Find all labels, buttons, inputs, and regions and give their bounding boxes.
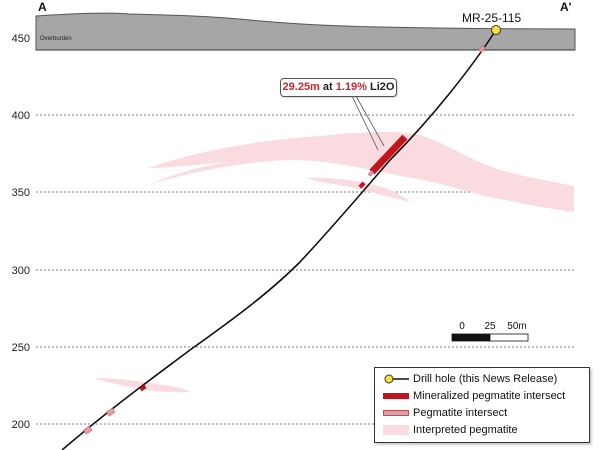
interpreted-pegmatite-thin [306, 177, 410, 202]
legend-label: Interpreted pegmatite [413, 424, 518, 436]
scale-bar-white-segment [489, 333, 529, 342]
intercept-callout: 29.25m at 1.19% Li2O [280, 78, 397, 97]
y-tick-label-400: 400 [12, 110, 30, 122]
legend: Drill hole (this News Release) Mineraliz… [374, 367, 590, 443]
legend-label: Drill hole (this News Release) [413, 373, 558, 385]
y-tick-label-200: 200 [12, 419, 30, 431]
pegmatite-intersect-collar [478, 45, 486, 53]
pegmatite-intersect-near-mineralized [367, 170, 375, 177]
section-end-right-label: A' [560, 0, 572, 14]
drill-hole-collar-icon [384, 374, 409, 384]
pegmatite-intersect-lower-2 [83, 425, 93, 435]
legend-item-drill-hole: Drill hole (this News Release) [375, 371, 589, 387]
y-tick-label-250: 250 [12, 342, 30, 354]
intercept-element: Li2O [370, 81, 395, 93]
interpreted-pegmatite-upper [148, 132, 574, 212]
section-end-left-label: A [38, 0, 47, 14]
intercept-at-word: at [322, 81, 333, 93]
y-tick-label-350: 350 [12, 187, 30, 199]
interpreted-pegmatite-bodies [95, 132, 574, 393]
y-tick-label-450: 450 [12, 33, 30, 45]
scale-bar: 0 25 50m [451, 321, 529, 342]
pegmatite-intersects [83, 45, 486, 435]
scale-bar-black-segment [451, 333, 491, 342]
scale-bar-label-0: 0 [459, 321, 465, 332]
pegmatite-bar-icon [383, 410, 409, 416]
interpreted-fill-icon [383, 425, 409, 435]
drill-hole-trace [61, 29, 497, 450]
overburden-layer [35, 12, 576, 51]
pegmatite-intersect-lower-1 [106, 407, 116, 417]
intercept-length: 29.25m [282, 81, 320, 93]
drill-hole-collar-icon [491, 25, 501, 35]
mineralized-bar-icon [383, 393, 409, 399]
pegmatite-intersect-mid [358, 181, 366, 189]
y-tick-label-300: 300 [12, 265, 30, 277]
scale-bar-label-50: 50m [507, 321, 526, 332]
legend-label: Mineralized pegmatite intersect [413, 390, 566, 402]
intercept-grade: 1.19% [335, 81, 367, 93]
callout-leader [351, 95, 385, 151]
legend-item-pegmatite-intersect: Pegmatite intersect [375, 405, 589, 421]
legend-item-mineralized: Mineralized pegmatite intersect [375, 388, 589, 404]
legend-label: Pegmatite intersect [413, 407, 508, 419]
pegmatite-intersect-upper-lower [139, 384, 147, 392]
overburden-label: Overburden [40, 36, 72, 42]
drill-hole-id-label: MR-25-115 [462, 11, 521, 25]
mineralized-intersect-bar [369, 134, 408, 175]
legend-item-interpreted-pegmatite: Interpreted pegmatite [375, 422, 589, 438]
scale-bar-label-25: 25 [484, 321, 496, 332]
